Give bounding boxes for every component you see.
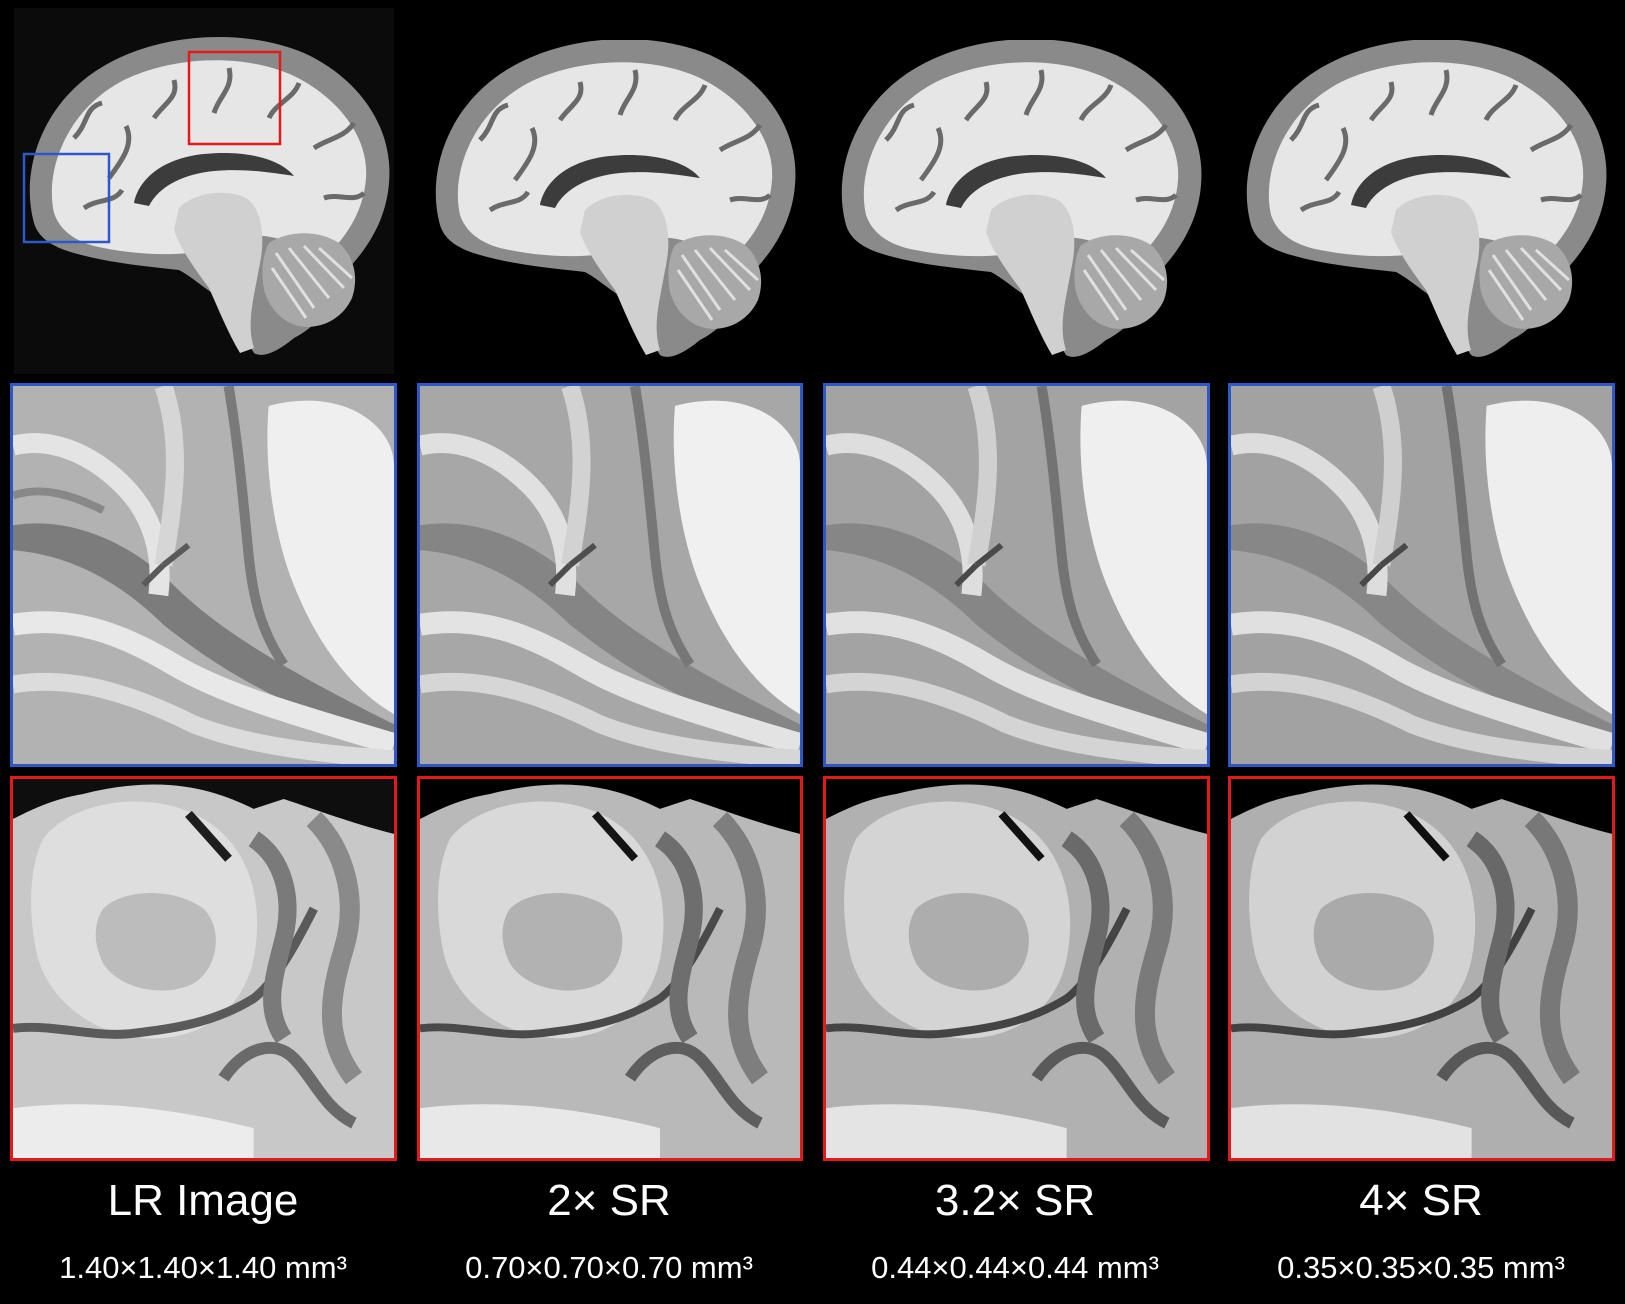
blue-roi-box (22, 152, 111, 244)
brain-silhouette (29, 36, 390, 355)
zoom-crop-svg (1231, 779, 1612, 1158)
zoom-crop-svg (13, 386, 394, 764)
zoom-crop-svg (420, 779, 800, 1158)
sr4x-zoom-frontal (1228, 383, 1615, 767)
zoom-crop-svg (1231, 386, 1612, 764)
red-roi-box (187, 50, 282, 146)
column-resolution: 1.40×1.40×1.40 mm³ (59, 1250, 347, 1285)
column-title: LR Image (107, 1176, 299, 1225)
sr4x-zoom-parietal (1228, 776, 1615, 1161)
zoom-crop-svg (826, 386, 1207, 764)
sr2x-brain-slice (420, 40, 800, 374)
brain-slice-svg (841, 40, 1202, 357)
brain-slice-svg (1246, 40, 1607, 357)
sr4x-brain-slice (1231, 40, 1611, 374)
column-resolution: 0.70×0.70×0.70 mm³ (465, 1250, 753, 1285)
column-resolution: 0.44×0.44×0.44 mm³ (871, 1250, 1159, 1285)
lr-brain-slice (14, 8, 394, 374)
sr32x-zoom-parietal (823, 776, 1210, 1161)
column-resolution: 0.35×0.35×0.35 mm³ (1277, 1250, 1565, 1285)
zoom-crop-svg (420, 386, 800, 764)
sr32x-zoom-frontal (823, 383, 1210, 767)
lr-zoom-frontal (10, 383, 397, 767)
column-title: 4× SR (1359, 1176, 1483, 1225)
sr2x-zoom-parietal (417, 776, 803, 1161)
brain-slice-svg (22, 36, 390, 355)
zoom-crop-svg (826, 779, 1207, 1158)
column-title: 3.2× SR (934, 1176, 1096, 1225)
zoom-crop-svg (13, 779, 394, 1158)
brain-slice-svg (435, 40, 796, 357)
lr-zoom-parietal (10, 776, 397, 1161)
sr2x-zoom-frontal (417, 383, 803, 767)
column-title: 2× SR (547, 1176, 671, 1225)
sr32x-brain-slice (826, 40, 1206, 374)
